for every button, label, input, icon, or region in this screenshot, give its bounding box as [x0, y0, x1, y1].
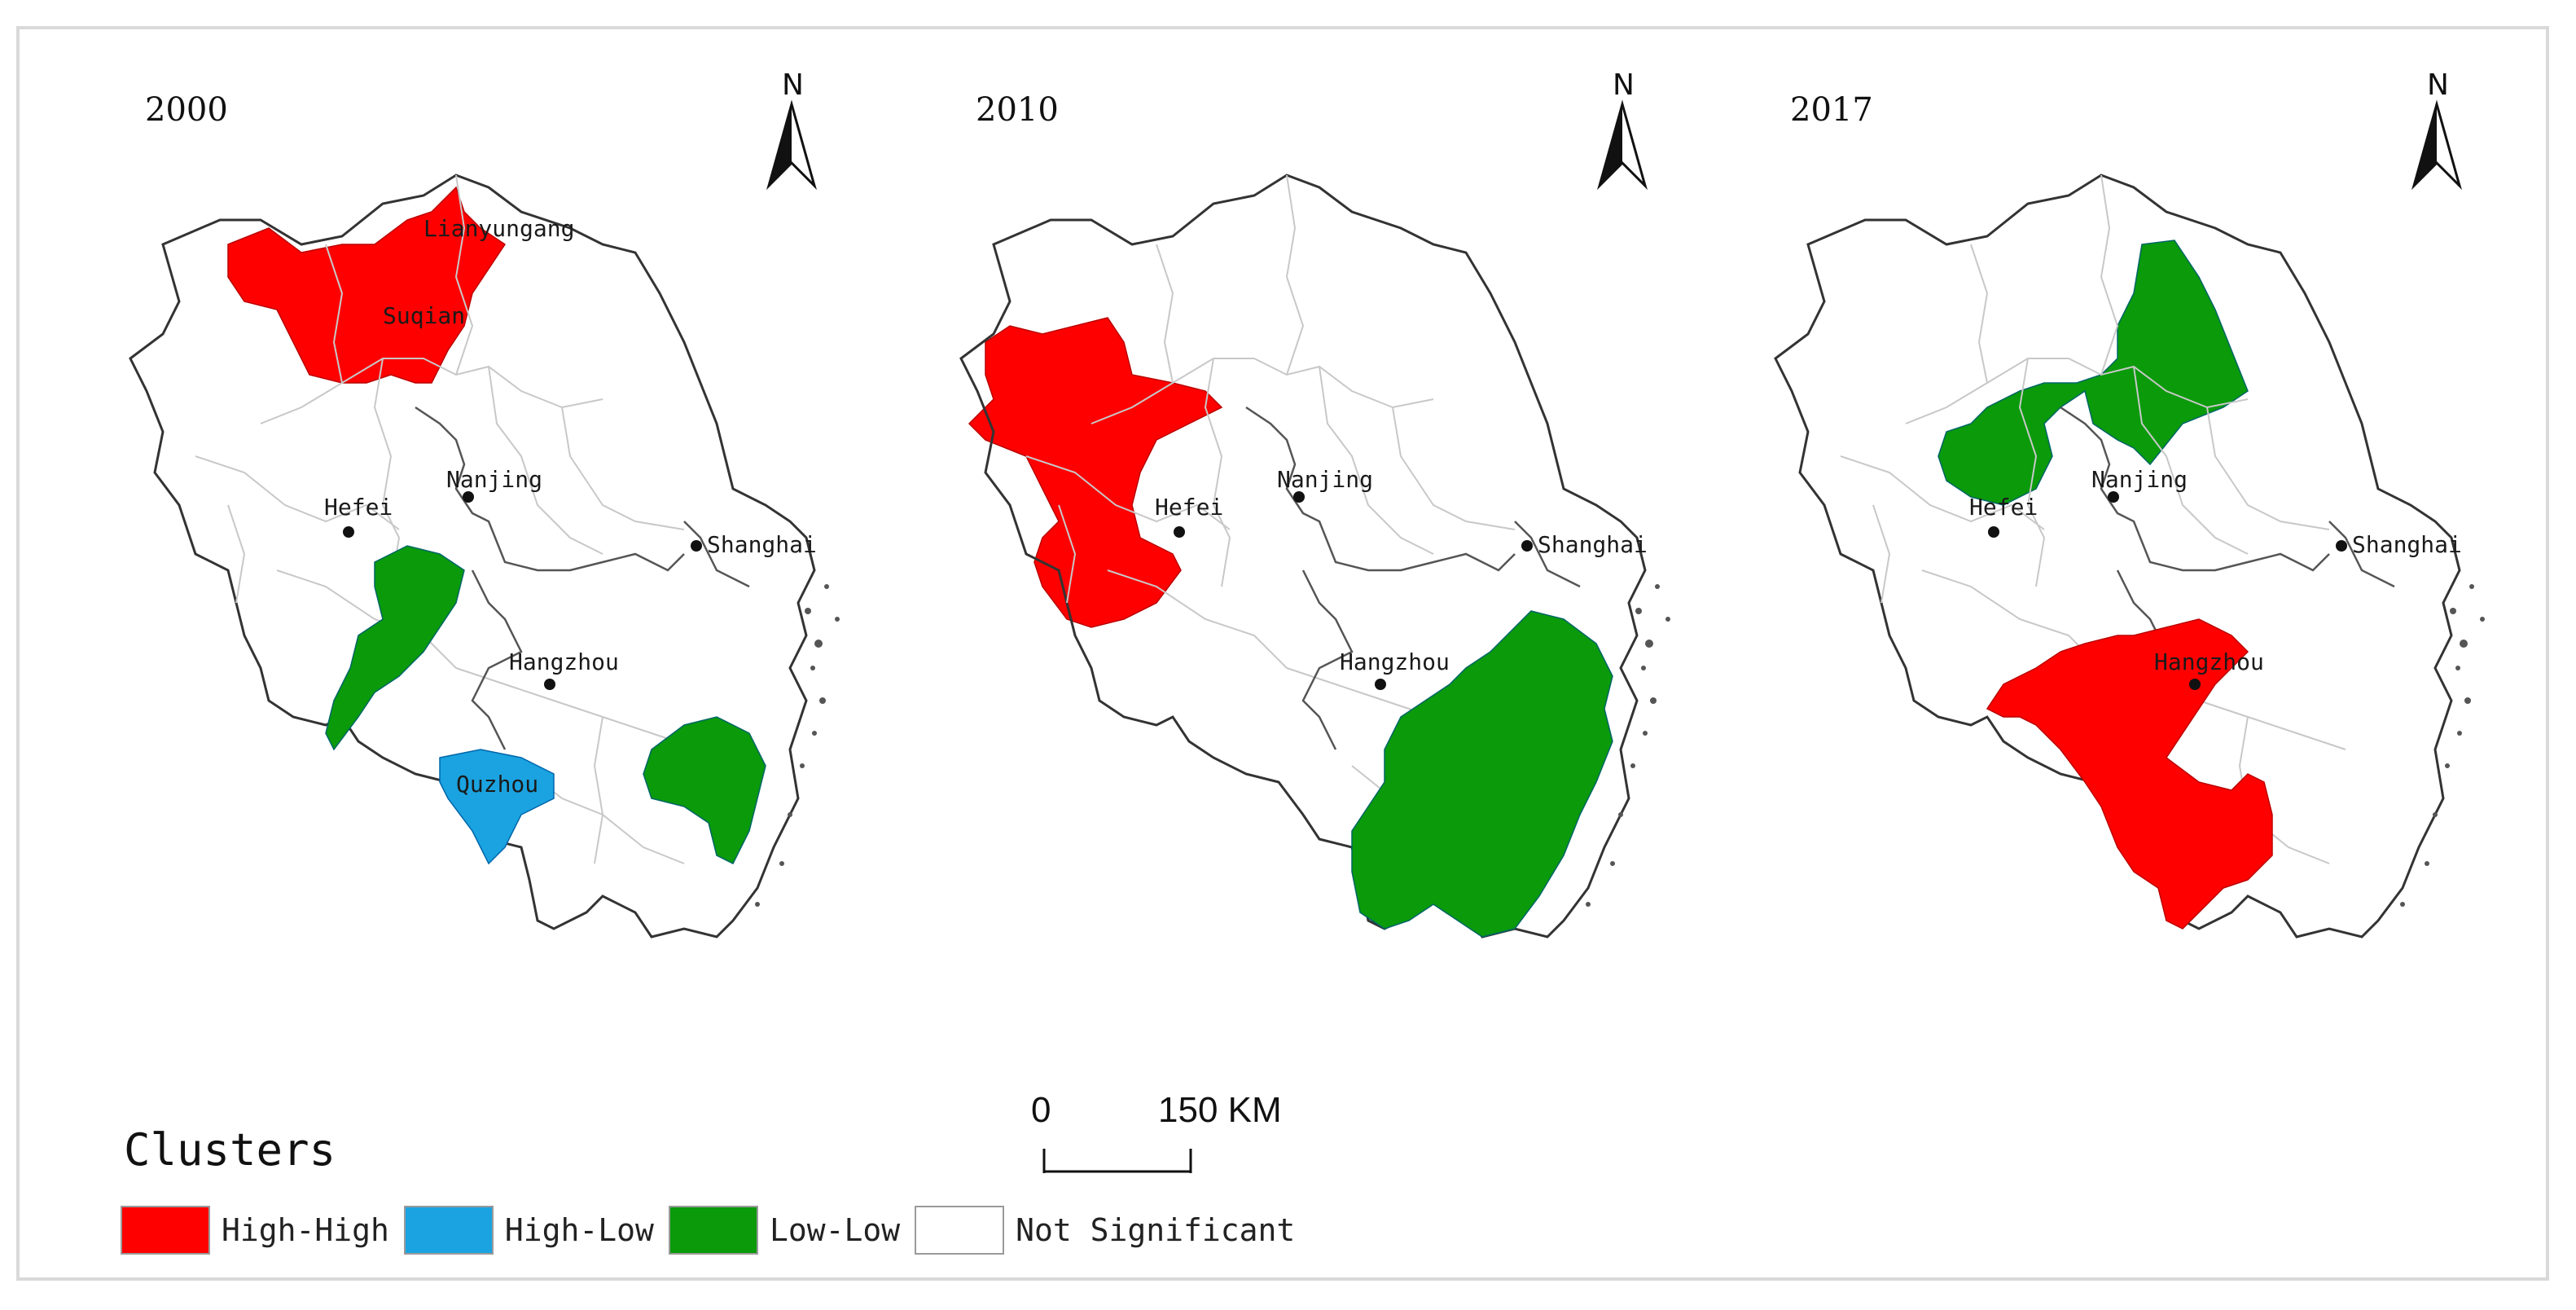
legend-label: High-Low: [504, 1212, 654, 1248]
city-label-shanghai: Shanghai: [1538, 531, 1648, 558]
region-high-high: [968, 317, 1223, 628]
legend-title: Clusters: [124, 1124, 336, 1176]
city-label-hefei: Hefei: [324, 494, 393, 521]
north-arrow-icon: N: [767, 68, 816, 187]
scale-label-end: 150 KM: [1158, 1090, 1282, 1130]
map-panel-2017: Nanjing Hefei Shanghai Hangzhou N: [1774, 68, 2485, 939]
region-high-high: [227, 186, 507, 384]
city-label-quzhou: Quzhou: [456, 771, 538, 798]
svg-text:N: N: [2427, 68, 2449, 102]
city-label-nanjing: Nanjing: [446, 466, 542, 493]
city-label-hefei: Hefei: [1155, 494, 1223, 521]
legend-label: Low-Low: [769, 1212, 901, 1248]
city-label-shanghai: Shanghai: [707, 531, 817, 558]
city-label-nanjing: Nanjing: [2091, 466, 2188, 493]
legend-swatch-low-low: [668, 1206, 758, 1255]
legend: High-High High-Low Low-Low Not Significa…: [121, 1206, 1310, 1255]
legend-item-low-low: Low-Low: [668, 1206, 901, 1255]
map-panel-2010: Nanjing Hefei Shanghai Hangzhou N: [959, 68, 1670, 939]
scale-label-start: 0: [1031, 1090, 1051, 1130]
map-panel-2000: Lianyungang Suqian Nanjing Hefei Shangha…: [129, 68, 840, 939]
svg-text:N: N: [782, 68, 804, 102]
legend-label: High-High: [222, 1212, 389, 1248]
region-high-high: [1986, 618, 2273, 930]
north-arrow-icon: N: [2412, 68, 2461, 187]
scale-bar: [1042, 1149, 1192, 1173]
city-label-nanjing: Nanjing: [1277, 466, 1373, 493]
legend-swatch-not-significant: [915, 1206, 1005, 1255]
year-label-2017: 2017: [1790, 91, 1873, 129]
region-low-low: [1351, 610, 1613, 938]
svg-text:N: N: [1613, 68, 1635, 102]
legend-item-not-significant: Not Significant: [915, 1206, 1295, 1255]
city-label-suqian: Suqian: [383, 302, 465, 329]
legend-item-high-high: High-High: [121, 1206, 389, 1255]
city-label-hangzhou: Hangzhou: [509, 648, 619, 675]
region-low-low-2: [643, 716, 766, 865]
city-label-lianyungang: Lianyungang: [423, 215, 574, 242]
region-low-low: [1937, 240, 2249, 506]
city-label-hangzhou: Hangzhou: [2154, 648, 2264, 675]
city-label-hefei: Hefei: [1969, 494, 2038, 521]
legend-swatch-high-low: [403, 1206, 494, 1255]
legend-swatch-high-high: [121, 1206, 210, 1255]
year-label-2000: 2000: [145, 91, 228, 129]
year-label-2010: 2010: [976, 91, 1059, 129]
legend-label: Not Significant: [1016, 1212, 1296, 1248]
region-high-low: [439, 749, 555, 865]
north-arrow-icon: N: [1598, 68, 1647, 187]
region-low-low: [325, 545, 465, 751]
city-label-shanghai: Shanghai: [2352, 531, 2462, 558]
legend-item-high-low: High-Low: [403, 1206, 654, 1255]
city-label-hangzhou: Hangzhou: [1340, 648, 1450, 675]
